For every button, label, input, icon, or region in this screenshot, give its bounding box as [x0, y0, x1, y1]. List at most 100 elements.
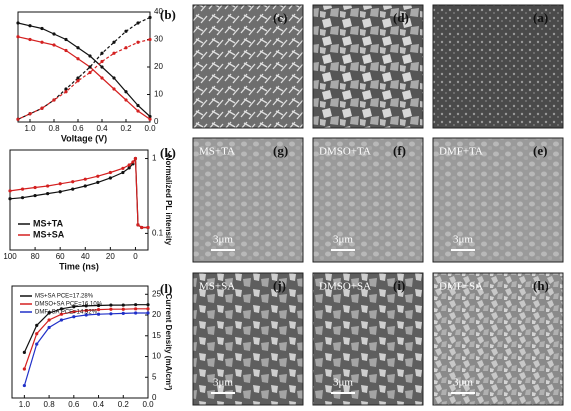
data-point — [88, 65, 92, 69]
legend-label: MS+TA — [33, 218, 64, 228]
x-tick-label: 0.0 — [142, 400, 154, 409]
plot-frame — [11, 285, 149, 399]
data-point — [28, 112, 32, 116]
data-point — [136, 103, 140, 108]
data-point — [47, 325, 51, 330]
data-point — [35, 323, 39, 328]
x-axis-label: Voltage (V) — [57, 409, 103, 411]
data-point — [108, 170, 112, 175]
x-axis-label: Time (ns) — [59, 261, 99, 271]
data-point — [146, 307, 150, 311]
data-point — [124, 29, 128, 33]
data-point — [109, 307, 113, 311]
data-point — [121, 307, 125, 311]
legend-label: MS+SA — [33, 229, 65, 239]
data-point — [127, 166, 131, 170]
panel-label: (l) — [160, 281, 172, 296]
data-point — [100, 76, 104, 80]
x-tick-label: 20 — [106, 252, 115, 261]
panel-label: (f) — [393, 143, 406, 158]
data-point — [100, 65, 104, 69]
panel-label: (d) — [393, 10, 409, 25]
data-point — [16, 35, 20, 39]
data-point — [35, 342, 39, 346]
sem-image — [432, 272, 564, 406]
y-tick-label: 10 — [152, 352, 161, 361]
series-line — [17, 38, 151, 120]
data-point — [47, 311, 51, 315]
panel-label: (g) — [273, 143, 288, 158]
data-point — [83, 177, 87, 181]
data-point — [134, 307, 138, 311]
data-point — [52, 98, 56, 102]
data-point — [76, 57, 80, 61]
sem-image — [192, 137, 304, 263]
data-point — [136, 109, 140, 113]
y-axis-label: Current Density (mA/cm²) — [164, 294, 173, 391]
x-tick-label: 40 — [81, 252, 90, 261]
x-tick-label: 0.6 — [68, 400, 80, 409]
x-tick-label: 1.0 — [19, 400, 31, 409]
y-tick-label: 5 — [152, 372, 157, 381]
y-tick-label: 0 — [152, 393, 157, 402]
panel-caption: MS+SA — [199, 281, 235, 293]
data-point — [16, 117, 20, 121]
data-point — [133, 156, 138, 161]
plot-frame — [9, 149, 149, 251]
scale-label: 3μm — [213, 377, 233, 389]
data-point — [72, 310, 76, 314]
data-point — [146, 303, 150, 307]
data-point — [47, 318, 51, 322]
data-point — [96, 303, 101, 308]
y-tick-label: 20 — [154, 62, 163, 71]
data-point — [8, 197, 12, 201]
sem-grid: (c) (d) (a) (g) MS+TA 3μm (f) DMSO+TA 3μm (e) DMF+… — [192, 4, 564, 406]
data-point — [83, 184, 87, 188]
sem-image — [192, 4, 304, 129]
data-point — [146, 225, 150, 230]
series-line — [17, 22, 151, 117]
data-point — [124, 98, 128, 102]
data-point — [28, 24, 32, 28]
legend-label: MS+SA PCE=17.28% — [35, 294, 94, 300]
data-point — [58, 182, 62, 186]
data-point — [112, 51, 116, 55]
y-tick-label: 1 — [152, 154, 157, 163]
y-tick-label: 25 — [152, 289, 161, 298]
panel-label: (j) — [273, 278, 286, 293]
scale-label: 3μm — [333, 377, 353, 389]
data-point — [22, 383, 26, 388]
data-point — [72, 315, 76, 319]
scale-label: 3μm — [453, 377, 473, 389]
data-point — [58, 190, 62, 194]
sem-image — [432, 4, 564, 129]
data-point — [59, 307, 64, 311]
data-point — [124, 46, 128, 50]
data-point — [148, 37, 152, 42]
x-tick-label: 80 — [31, 252, 40, 261]
data-point — [59, 318, 64, 322]
data-point — [108, 176, 112, 180]
data-point — [100, 51, 104, 55]
sem-image — [192, 272, 304, 406]
data-point — [20, 187, 25, 191]
data-point — [64, 37, 68, 42]
data-point — [84, 313, 88, 317]
data-point — [46, 192, 50, 196]
data-point — [22, 367, 26, 371]
panel-caption: DMSO+TA — [319, 146, 371, 158]
data-point — [146, 311, 150, 315]
x-tick-label: 0.2 — [118, 400, 130, 409]
data-point — [124, 90, 128, 94]
data-point — [134, 303, 138, 307]
data-point — [121, 303, 125, 307]
panel-label: (i) — [393, 278, 405, 293]
panel-caption: DMF+SA — [439, 281, 483, 293]
panel-label: (k) — [160, 145, 176, 160]
data-point — [33, 185, 37, 190]
data-point — [16, 21, 20, 25]
data-point — [52, 43, 56, 47]
scale-label: 3μm — [453, 234, 473, 246]
panel-label: (c) — [273, 10, 287, 25]
series-line — [9, 158, 148, 229]
